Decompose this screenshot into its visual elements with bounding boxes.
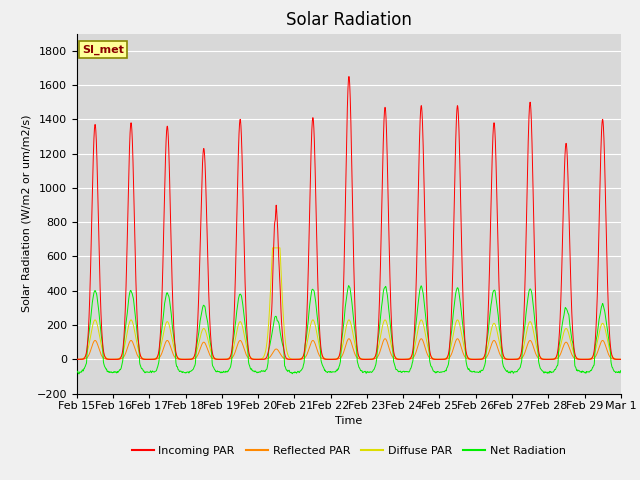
Y-axis label: Solar Radiation (W/m2 or um/m2/s): Solar Radiation (W/m2 or um/m2/s) bbox=[21, 115, 31, 312]
Title: Solar Radiation: Solar Radiation bbox=[286, 11, 412, 29]
Text: SI_met: SI_met bbox=[82, 44, 124, 55]
X-axis label: Time: Time bbox=[335, 416, 362, 426]
Legend: Incoming PAR, Reflected PAR, Diffuse PAR, Net Radiation: Incoming PAR, Reflected PAR, Diffuse PAR… bbox=[127, 441, 570, 460]
